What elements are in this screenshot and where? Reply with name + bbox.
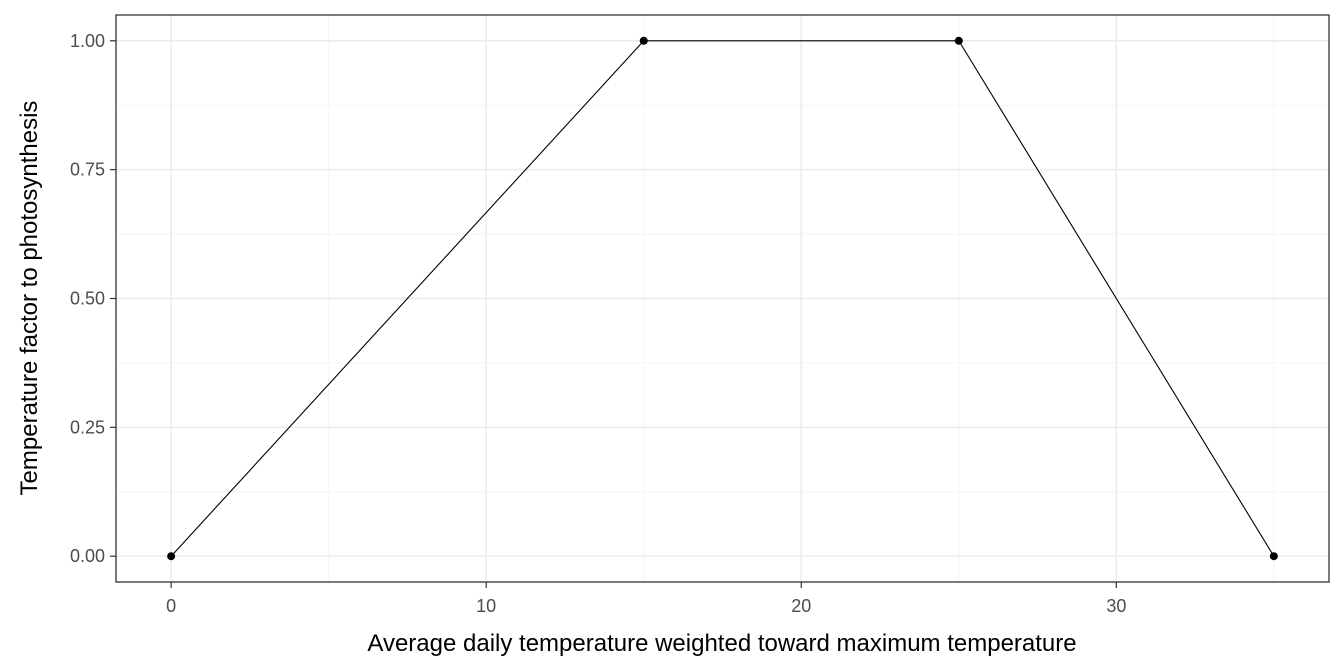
data-point [954,36,963,45]
series-line-segment [170,40,645,557]
y-tick-label: 1.00 [70,31,105,51]
y-tick-label: 0.00 [70,546,105,566]
x-tick-label: 20 [791,596,811,616]
x-tick-label: 30 [1106,596,1126,616]
x-tick-label: 0 [166,596,176,616]
data-point [167,552,176,561]
y-tick-label: 0.25 [70,417,105,437]
data-point [639,36,648,45]
y-axis-title: Temperature factor to photosynthesis [16,101,43,496]
data-point [1269,552,1278,561]
major-gridlines [116,15,1329,582]
x-axis-title: Average daily temperature weighted towar… [367,630,1076,657]
y-tick-label: 0.50 [70,289,105,309]
minor-gridlines [116,15,1329,582]
y-tick-label: 0.75 [70,160,105,180]
series-line-segment [958,40,1275,557]
y-axis: 0.00 0.25 0.50 0.75 1.00 [70,31,116,566]
x-axis: 0 10 20 30 [166,582,1126,616]
series-layer [167,36,1278,561]
x-tick-label: 10 [476,596,496,616]
